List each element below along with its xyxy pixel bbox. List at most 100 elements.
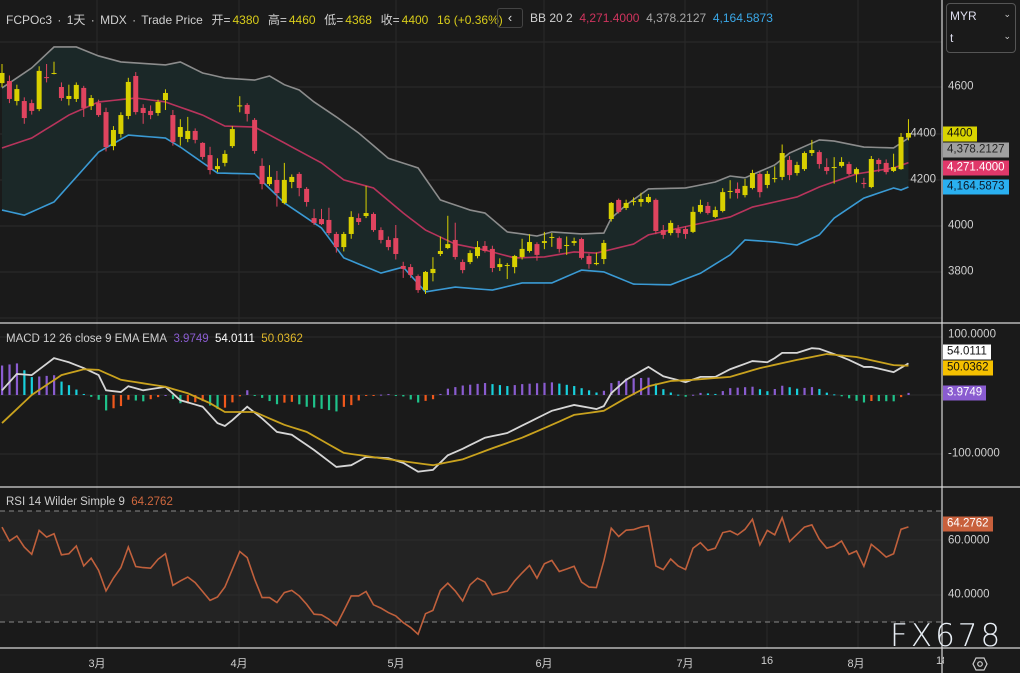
macd-histogram-bar [67, 385, 71, 395]
price-type: Trade Price [141, 13, 203, 27]
unit-selector-panel: MYR ⌄ t ⌄ [946, 3, 1016, 53]
macd-label[interactable]: MACD 12 26 close 9 EMA EMA [6, 333, 168, 345]
candle-body [527, 242, 533, 251]
macd-histogram-bar [521, 384, 524, 395]
candle-body [668, 222, 674, 234]
candle-body [504, 265, 510, 267]
macd-histogram-bar [38, 376, 41, 395]
candle-body [809, 150, 815, 154]
macd-histogram-bar [654, 383, 658, 395]
macd-histogram-bar [305, 395, 308, 407]
macd-histogram-bar [870, 395, 873, 402]
price-axis-label: 4200 [910, 173, 936, 186]
candle-body [341, 233, 347, 248]
candle-body [162, 92, 168, 101]
candle-body [207, 155, 213, 171]
candle-body [408, 267, 414, 275]
candle-body [393, 238, 399, 254]
candle-body [586, 256, 592, 265]
macd-histogram-bar [721, 391, 724, 395]
candle-body [742, 185, 748, 196]
macd-signal-value: 50.0362 [261, 333, 303, 345]
candle-body [244, 104, 250, 114]
unit-select[interactable]: t ⌄ [950, 31, 1011, 51]
candle-body [192, 130, 198, 140]
candle-body [304, 188, 310, 202]
macd-histogram-bar [587, 390, 591, 395]
bb-lower-line [1, 134, 909, 293]
candle-body [846, 164, 852, 174]
rsi-label[interactable]: RSI 14 Wilder Simple 9 [6, 496, 125, 508]
macd-histogram-bar [662, 389, 665, 395]
macd-histogram-bar [223, 395, 227, 408]
macd-histogram-bar [751, 386, 754, 395]
symbol[interactable]: FCPOc3 [6, 13, 53, 27]
x-axis-label: 7月 [676, 658, 694, 670]
macd-histogram-bar [573, 386, 576, 395]
macd-histogram-bar [699, 392, 702, 395]
change-value: 16 (+0.36%) [437, 13, 503, 27]
candle-body [564, 245, 570, 247]
candle-body [437, 250, 443, 254]
macd-histogram-bar [246, 390, 249, 395]
macd-histogram-bar [840, 395, 843, 397]
macd-histogram-bar [97, 395, 100, 400]
bb-label[interactable]: BB 20 2 [530, 11, 573, 25]
candle-body [371, 213, 376, 231]
candle-body [460, 262, 466, 271]
macd-histogram-bar [855, 395, 858, 401]
macd-histogram-bar [454, 387, 457, 395]
candle-body [905, 133, 911, 138]
candle-body [482, 245, 488, 251]
bb-upper-line [1, 46, 909, 237]
candle-body [705, 205, 711, 214]
instrument-legend: FCPOc3 · 1天 · MDX · Trade Price 开= 4380 高… [6, 11, 505, 28]
macd-histogram-bar [23, 370, 26, 395]
macd-histogram-bar [209, 395, 212, 406]
macd-histogram-bar [848, 395, 851, 399]
macd-histogram-bar [736, 387, 739, 395]
candle-body [237, 105, 243, 107]
macd-histogram-bar [543, 382, 546, 395]
candle-body [0, 72, 5, 84]
candle-body [36, 70, 42, 110]
macd-histogram-bar [766, 391, 769, 395]
macd-histogram-bar [796, 388, 799, 395]
macd-histogram-bar [639, 377, 643, 395]
candle-body [853, 169, 859, 174]
unit-value: t [950, 31, 954, 45]
chevron-down-icon: ⌄ [1003, 31, 1011, 41]
candle-body [623, 202, 629, 208]
macd-histogram-bar [409, 395, 412, 400]
settings-icon[interactable] [972, 656, 988, 672]
candle-body [170, 115, 176, 142]
currency-select[interactable]: MYR ⌄ [950, 9, 1011, 29]
collapse-legend-button[interactable]: ‹ [497, 8, 523, 28]
x-axis-label: 4月 [230, 658, 248, 670]
macd-histogram-bar [1, 365, 4, 395]
candle-body [824, 167, 830, 171]
bb-lower-value: 4,164.5873 [712, 11, 773, 25]
candle-body [593, 262, 599, 265]
interval[interactable]: 1天 [66, 13, 86, 27]
macd-histogram-bar [439, 393, 442, 395]
rsi-value: 64.2762 [131, 496, 173, 508]
macd-histogram-bar [550, 382, 554, 395]
macd-histogram-bar [327, 395, 331, 411]
macd-histogram-bar [8, 364, 11, 395]
rsi-tag: 64.2762 [943, 516, 993, 532]
candle-body [631, 201, 637, 203]
bb-band-fill [2, 46, 909, 292]
exchange: MDX [100, 13, 127, 27]
candle-body [556, 238, 562, 249]
macd-line-tag: 54.0111 [943, 344, 991, 360]
candle-body [229, 129, 235, 147]
macd-histogram-bar [446, 388, 449, 395]
macd-histogram-bar [595, 392, 598, 395]
macd-histogram-bar [379, 394, 383, 396]
candle-body [148, 110, 154, 116]
macd-histogram-bar [528, 383, 531, 395]
candle-body [653, 199, 659, 231]
candle-body [787, 159, 793, 176]
